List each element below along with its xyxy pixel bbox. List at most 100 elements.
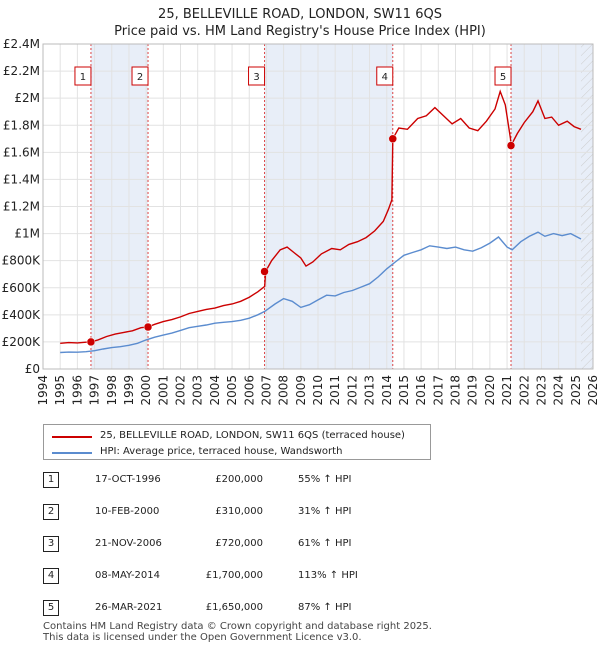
x-tick-label: 2023	[534, 375, 548, 406]
x-tick-label: 2024	[552, 375, 566, 406]
transaction-date: 17-OCT-1996	[95, 474, 161, 485]
legend-swatch-hpi	[52, 452, 92, 454]
transaction-date: 10-FEB-2000	[95, 506, 160, 517]
x-tick-label: 2013	[363, 375, 377, 406]
transaction-price: £1,700,000	[205, 570, 263, 581]
x-tick-label: 2008	[277, 375, 291, 406]
legend: 25, BELLEVILLE ROAD, LONDON, SW11 6QS (t…	[43, 424, 431, 460]
transaction-number: 2	[43, 504, 59, 520]
plot-frame	[42, 43, 594, 370]
x-tick-label: 2025	[569, 375, 583, 406]
x-tick-label: 2012	[345, 375, 359, 406]
series-line	[60, 89, 582, 344]
x-tick-label: 2001	[156, 375, 170, 406]
transaction-number: 3	[43, 536, 59, 552]
transaction-labels: 1 2 3 4 5	[74, 66, 512, 86]
x-tick-label: 2003	[191, 375, 205, 406]
x-tick-label: 2014	[380, 375, 394, 406]
transaction-label-text: 2	[137, 72, 143, 83]
y-tick-label: £200K	[2, 335, 42, 349]
x-tick-label: 2005	[225, 375, 239, 406]
legend-label: 25, BELLEVILLE ROAD, LONDON, SW11 6QS (t…	[100, 430, 405, 441]
x-tick-label: 2011	[328, 375, 342, 406]
y-tick-label: £1.4M	[3, 172, 40, 186]
x-tick-label: 2015	[397, 375, 411, 406]
transaction-number: 4	[43, 568, 59, 584]
price-chart: 25, BELLEVILLE ROAD, LONDON, SW11 6QS Pr…	[2, 7, 600, 406]
transaction-number: 1	[43, 472, 59, 488]
legend-swatch-property	[52, 436, 92, 438]
x-tick-label: 2006	[242, 375, 256, 406]
footer-copyright: Contains HM Land Registry data © Crown c…	[43, 621, 432, 632]
transaction-date: 08-MAY-2014	[95, 570, 161, 581]
transaction-number: 5	[43, 600, 59, 616]
x-tick-label: 2017	[431, 375, 445, 406]
x-axis-ticks: 1994 1995 1996 1997 1998 1999 2000 2001 2002 2003…	[36, 375, 600, 406]
table-row: 4 08-MAY-2014 £1,700,000 113% ↑ HPI	[43, 568, 443, 588]
x-tick-label: 1999	[122, 375, 136, 406]
transaction-price: £310,000	[215, 506, 263, 517]
transaction-label-text: 4	[382, 72, 388, 83]
transaction-price: £200,000	[215, 474, 263, 485]
transaction-point	[86, 337, 96, 347]
transaction-hpi: 87% ↑ HPI	[298, 602, 352, 613]
y-tick-label: £0	[25, 362, 40, 376]
table-row: 5 26-MAR-2021 £1,650,000 87% ↑ HPI	[43, 600, 443, 620]
legend-label: HPI: Average price, terraced house, Wand…	[100, 446, 343, 457]
transaction-date: 26-MAR-2021	[95, 602, 163, 613]
x-tick-label: 2000	[139, 375, 153, 406]
transaction-label-box	[131, 66, 149, 86]
x-tick-label: 2022	[517, 375, 531, 406]
transaction-label-text: 5	[500, 72, 506, 83]
y-tick-label: £1.2M	[3, 200, 40, 214]
transaction-label-text: 1	[80, 72, 86, 83]
transaction-label-box	[494, 66, 512, 86]
transaction-points	[86, 134, 516, 347]
transaction-hpi: 31% ↑ HPI	[298, 506, 352, 517]
x-tick-label: 2026	[586, 375, 600, 406]
chart-subtitle: Price paid vs. HM Land Registry's House …	[114, 24, 486, 39]
table-row: 2 10-FEB-2000 £310,000 31% ↑ HPI	[43, 504, 443, 524]
x-tick-label: 2009	[294, 375, 308, 406]
transaction-point	[143, 322, 153, 332]
x-tick-label: 2010	[311, 375, 325, 406]
x-tick-label: 1996	[70, 375, 84, 406]
x-tick-label: 1995	[53, 375, 67, 406]
y-tick-label: £1.8M	[3, 118, 40, 132]
x-tick-label: 2018	[449, 375, 463, 406]
y-tick-label: £1.6M	[3, 145, 40, 159]
y-tick-label: £400K	[2, 308, 42, 322]
x-tick-label: 1997	[88, 375, 102, 406]
y-axis-ticks: £0 £200K £400K £600K £800K £1M £1.2M £1.4M £1.6M…	[2, 37, 42, 376]
transaction-point	[506, 141, 516, 150]
x-tick-label: 2002	[174, 375, 188, 406]
x-tick-label: 2019	[466, 375, 480, 406]
x-tick-label: 2020	[483, 375, 497, 406]
y-tick-label: £600K	[2, 281, 42, 295]
transaction-date: 21-NOV-2006	[95, 538, 162, 549]
footer: Contains HM Land Registry data © Crown c…	[43, 621, 432, 643]
transaction-label-text: 3	[253, 72, 259, 83]
transaction-point	[260, 267, 269, 276]
x-tick-label: 1994	[36, 375, 50, 406]
y-tick-label: £1M	[14, 227, 40, 241]
transaction-price: £720,000	[215, 538, 263, 549]
x-tick-label: 2004	[208, 375, 222, 406]
transaction-hpi: 55% ↑ HPI	[298, 474, 352, 485]
y-tick-label: £800K	[2, 254, 42, 268]
transaction-point	[388, 134, 398, 144]
footer-licence: This data is licensed under the Open Gov…	[43, 632, 362, 643]
series-lines	[60, 89, 582, 354]
y-tick-label: £2.2M	[3, 64, 40, 78]
x-tick-label: 2021	[500, 375, 514, 406]
table-row: 3 21-NOV-2006 £720,000 61% ↑ HPI	[43, 536, 443, 556]
x-tick-label: 2007	[259, 375, 273, 406]
chart-title: 25, BELLEVILLE ROAD, LONDON, SW11 6QS	[158, 7, 442, 22]
y-tick-label: £2M	[14, 91, 40, 105]
table-row: 1 17-OCT-1996 £200,000 55% ↑ HPI	[43, 472, 443, 492]
transaction-label-box	[74, 66, 92, 86]
transaction-hpi: 61% ↑ HPI	[298, 538, 352, 549]
transaction-hpi: 113% ↑ HPI	[298, 570, 358, 581]
transaction-label-box	[376, 66, 394, 86]
y-tick-label: £2.4M	[3, 37, 40, 51]
